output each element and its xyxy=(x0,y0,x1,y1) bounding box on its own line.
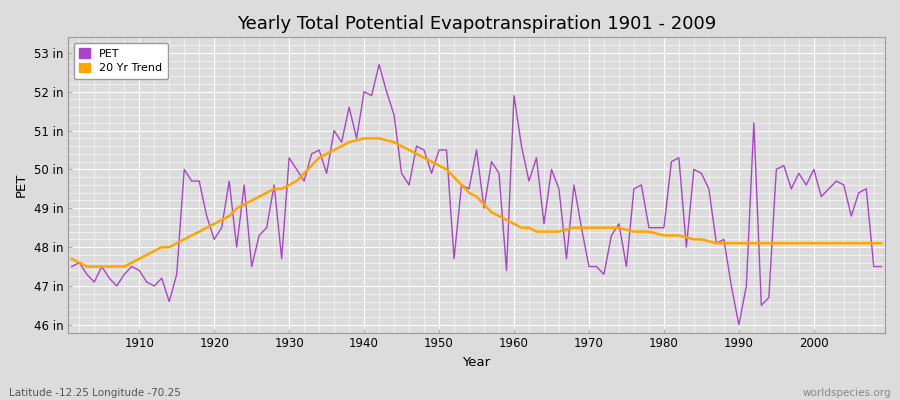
Text: worldspecies.org: worldspecies.org xyxy=(803,388,891,398)
Legend: PET, 20 Yr Trend: PET, 20 Yr Trend xyxy=(74,43,167,79)
X-axis label: Year: Year xyxy=(463,356,491,369)
Text: Latitude -12.25 Longitude -70.25: Latitude -12.25 Longitude -70.25 xyxy=(9,388,181,398)
Y-axis label: PET: PET xyxy=(15,173,28,197)
Title: Yearly Total Potential Evapotranspiration 1901 - 2009: Yearly Total Potential Evapotranspiratio… xyxy=(237,15,716,33)
